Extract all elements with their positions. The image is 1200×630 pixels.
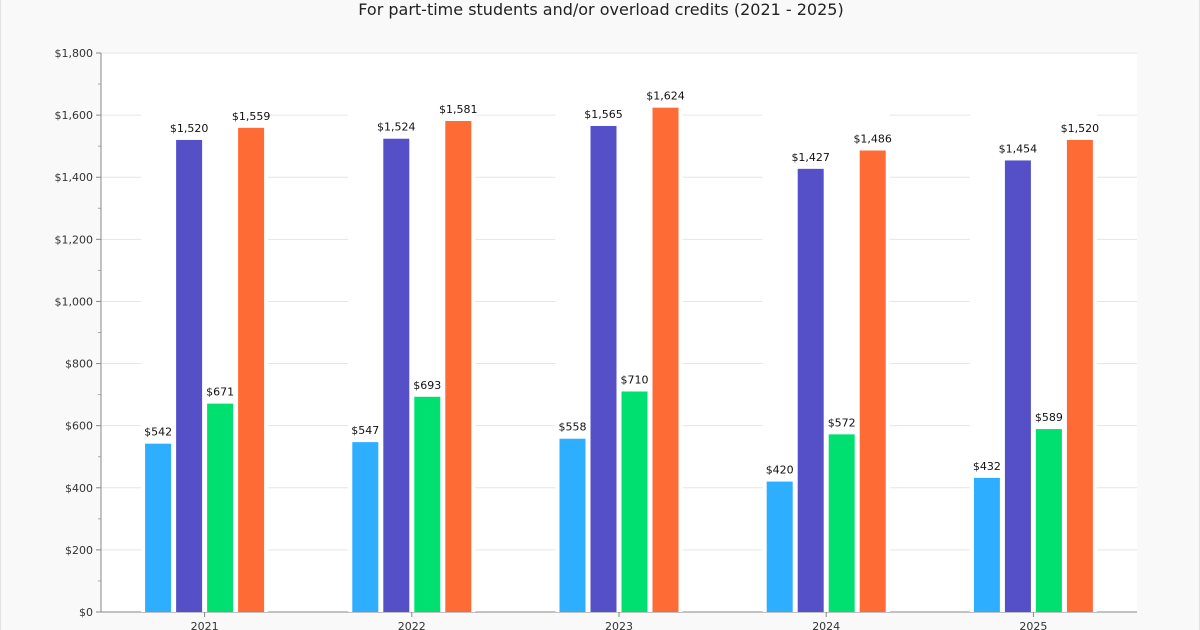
bar [1035,429,1062,612]
bar [238,127,265,613]
bar-value-label: $589 [1035,411,1063,424]
x-tick-label: 2021 [191,620,219,630]
bar [176,139,203,612]
bar-value-label: $1,427 [791,151,830,164]
bar-value-label: $572 [828,416,856,429]
bar-value-label: $1,559 [232,110,271,123]
bar-value-label: $693 [413,379,441,392]
bar [1066,139,1093,612]
y-tick-label: $1,600 [55,109,94,122]
bar [590,125,617,612]
bar [621,391,648,612]
bar [859,150,886,612]
bar [207,403,234,612]
x-tick-label: 2025 [1019,620,1047,630]
bar-value-label: $1,624 [646,90,685,103]
bar-value-label: $1,486 [853,133,892,146]
bar [445,121,472,613]
bar [797,168,824,612]
bar-value-label: $1,454 [999,142,1038,155]
bar-value-label: $671 [206,386,234,399]
bar [145,443,172,612]
bar-value-label: $1,520 [170,122,209,135]
y-tick-label: $1,000 [55,295,94,308]
y-tick-label: $200 [65,544,93,557]
bar-value-label: $710 [621,374,649,387]
bar-value-label: $542 [144,426,172,439]
y-tick-label: $800 [65,358,93,371]
bar-value-label: $1,520 [1061,122,1100,135]
bar [766,481,793,612]
bar-value-label: $1,524 [377,121,416,134]
bar [559,438,586,612]
bar-value-label: $420 [766,464,794,477]
y-tick-label: $400 [65,482,93,495]
y-tick-label: $1,200 [55,233,94,246]
y-tick-label: $1,800 [55,47,94,60]
bar-value-label: $558 [559,421,587,434]
bar [973,477,1000,612]
bar-value-label: $1,581 [439,103,478,116]
x-tick-label: 2022 [398,620,426,630]
bar-value-label: $547 [351,424,379,437]
bar [352,442,379,612]
y-tick-label: $1,400 [55,171,94,184]
chart-title: For part-time students and/or overload c… [358,0,844,19]
bar-value-label: $432 [973,460,1001,473]
x-tick-label: 2024 [812,620,840,630]
bar [828,434,855,612]
x-tick-label: 2023 [605,620,633,630]
bar-value-label: $1,565 [584,108,623,121]
y-tick-label: $600 [65,420,93,433]
bar [1004,160,1031,613]
bar [383,138,410,613]
bar [414,396,441,612]
y-tick-label: $0 [79,606,93,619]
bar [652,107,679,612]
